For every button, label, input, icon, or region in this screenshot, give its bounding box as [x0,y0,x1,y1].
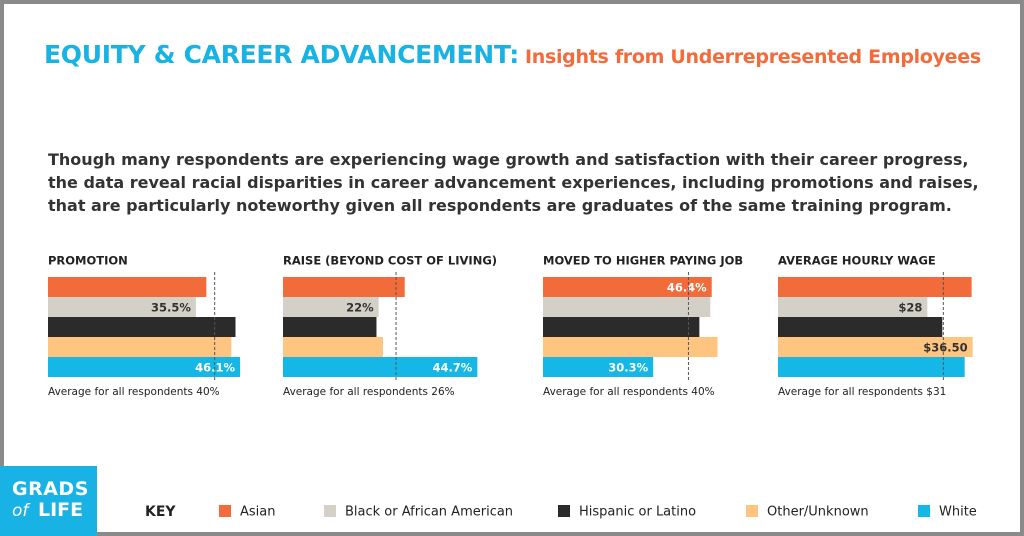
chart-title: AVERAGE HOURLY WAGE [778,254,936,268]
value-label: 46.4% [667,281,707,295]
legend-swatch [746,505,758,517]
bar [778,357,965,377]
bar [283,317,377,337]
value-label: $36.50 [923,341,967,355]
legend-label: Hispanic or Latino [579,505,696,520]
bar [283,357,478,377]
legend-label: Asian [240,505,275,520]
bar [283,337,383,357]
logo-text: GRADS [12,478,89,500]
legend-label: White [939,505,977,520]
value-label: 22% [346,301,374,315]
bar [778,297,928,317]
bar [283,277,405,297]
subtitle: Insights from Underrepresented Employees [524,46,981,68]
legend-title: KEY [145,504,176,520]
bar [778,317,943,337]
title: EQUITY & CAREER ADVANCEMENT: [44,40,519,69]
value-label: 46.1% [195,361,235,375]
bar [283,297,379,317]
bar [543,297,711,317]
logo: GRADS of LIFE [0,466,97,536]
bar [543,277,712,297]
chart-title: MOVED TO HIGHER PAYING JOB [543,254,743,268]
bar [48,277,207,297]
bar [48,297,196,317]
bar [48,337,232,357]
legend-swatch [324,505,336,517]
average-label: Average for all respondents 26% [283,386,455,398]
value-label: $28 [898,301,922,315]
value-label: 35.5% [151,301,191,315]
chart-title: RAISE (BEYOND COST OF LIVING) [283,254,497,268]
title-block: EQUITY & CAREER ADVANCEMENT: Insights fro… [44,40,981,69]
average-label: Average for all respondents $31 [778,386,946,398]
bar [778,337,973,357]
legend-swatch [558,505,570,517]
bar [543,317,700,337]
average-label: Average for all respondents 40% [48,386,220,398]
legend-swatch [219,505,231,517]
bar [48,317,236,337]
bar [543,357,654,377]
legend-label: Other/Unknown [767,505,869,520]
logo-text: LIFE [38,499,84,521]
logo-text: of [12,501,29,521]
legend-label: Black or African American [345,505,513,520]
value-label: 30.3% [608,361,648,375]
legend-swatch [918,505,930,517]
bar [48,357,241,377]
chart-title: PROMOTION [48,254,128,268]
bar [778,277,972,297]
value-label: 44.7% [432,361,472,375]
bar [543,337,718,357]
average-label: Average for all respondents 40% [543,386,715,398]
body-text: Though many respondents are experiencing… [48,150,979,215]
